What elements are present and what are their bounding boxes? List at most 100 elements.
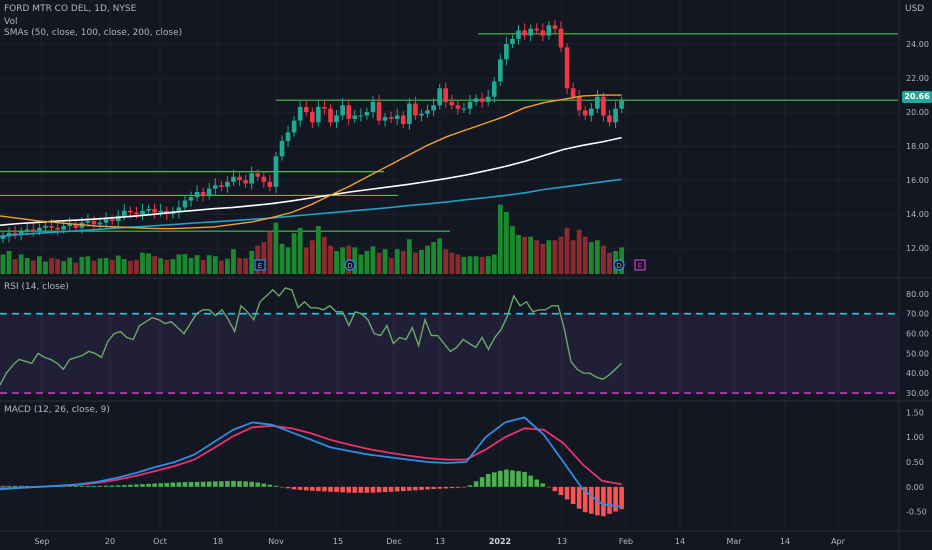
volume-bar [30,260,36,274]
volume-bar [164,259,170,274]
volume-bar [115,255,121,274]
volume-bar [607,252,612,274]
candle-body [225,181,230,187]
macd-histogram-bar [310,486,315,491]
volume-bar [206,255,212,274]
macd-histogram-bar [407,486,412,491]
volume-bar [170,259,176,274]
dividend-marker [613,259,625,271]
volume-bar [546,240,552,274]
macd-histogram-bar [461,486,467,488]
candle-body [400,115,406,124]
volume-bar [237,258,242,274]
macd-histogram-bar [206,481,212,487]
candle-body [467,101,473,109]
macd-histogram-bar [249,481,254,487]
macd-tick-label: 0.50 [906,458,924,467]
candle-body [55,227,60,230]
macd-histogram-bar [340,486,345,493]
candle-body [206,188,212,196]
candlesticks [0,19,624,244]
macd-histogram-bar [79,485,85,487]
moving-averages [0,94,622,238]
time-tick-label: 13 [435,537,445,546]
price-tick-label: 14.00 [906,210,929,219]
macd-histogram-bar [267,484,273,487]
last-price-value: 20.66 [904,92,930,101]
rsi-tick-label: 40.00 [906,369,929,378]
volume-bar [576,229,582,274]
volume-bar [564,227,570,274]
volume-bar [588,242,594,274]
volume-bar [212,256,218,274]
candle-body [219,185,224,187]
volume-bar [388,258,394,274]
macd-histogram-bar [255,482,261,487]
macd-histogram-bar [219,481,224,487]
macd-histogram-bar [103,485,109,487]
candle-body [455,105,461,109]
volume-bar [400,250,406,274]
volume-bar [249,250,255,274]
candle-body [407,103,412,124]
volume-bar [309,240,315,274]
time-tick-label: 14 [780,537,790,546]
candle-body [73,224,79,228]
candle-body [261,176,267,182]
candle-body [43,226,48,228]
candle-body [564,47,570,89]
candle-body [97,222,103,225]
candle-body [443,88,449,102]
price-tick-label: 12.00 [906,244,929,253]
macd-tick-label: 0.00 [906,483,924,492]
volume-bar [12,259,18,274]
volume-bar [194,255,200,274]
macd-histogram-bar [6,485,12,487]
macd-histogram-bar [473,481,479,487]
volume-bar [267,231,273,274]
macd-histogram-bar [128,484,133,487]
volume-bar [358,254,364,274]
macd-histogram-bar [425,486,430,490]
candle-body [237,176,242,181]
candle-body [134,212,139,215]
macd-histogram-bar [231,480,236,487]
macd-histogram-bar [498,470,503,487]
volume-bar [601,245,606,274]
macd-histogram-bar [158,483,163,487]
candle-body [576,96,582,111]
volume-bar [534,240,540,274]
volume-bar [558,236,564,274]
macd-histogram-bar [73,485,79,487]
volume-bar [97,258,103,274]
macd-histogram-bar [546,486,552,488]
candle-body [255,173,261,177]
candle-body [103,219,109,223]
candle-body [570,88,576,97]
macd-histogram-bar [576,486,582,509]
macd-tick-label: 1.00 [906,433,924,442]
macd-histogram-bar [613,486,618,512]
macd-histogram-bar [279,486,285,488]
price-axes: 12.00 14.00 16.00 18.00 20.00 22.00 24.00 30.00… [906,40,929,517]
candle-body [334,115,339,123]
macd-histogram-bar [91,485,97,487]
macd-histogram-bar [540,483,546,487]
candle-body [291,120,297,133]
macd-histogram-bar [534,479,540,487]
macd-histogram-bar [134,484,139,487]
candle-body [504,44,509,60]
macd-histogram-bar [358,486,364,493]
candle-body [122,210,127,216]
chart-symbol-title: FORD MTR CO DEL, 1D, NYSE [4,4,137,14]
time-tick-label: Apr [831,537,846,546]
volume-bar [516,234,521,274]
candle-body [140,210,145,215]
volume-bar [497,204,503,274]
volume-bar [297,227,303,274]
macd-histogram-bar [285,486,291,489]
volume-bar [134,259,139,274]
macd-histogram-bar [479,477,485,487]
volume-bar [79,256,85,274]
volume-bar [49,258,54,274]
